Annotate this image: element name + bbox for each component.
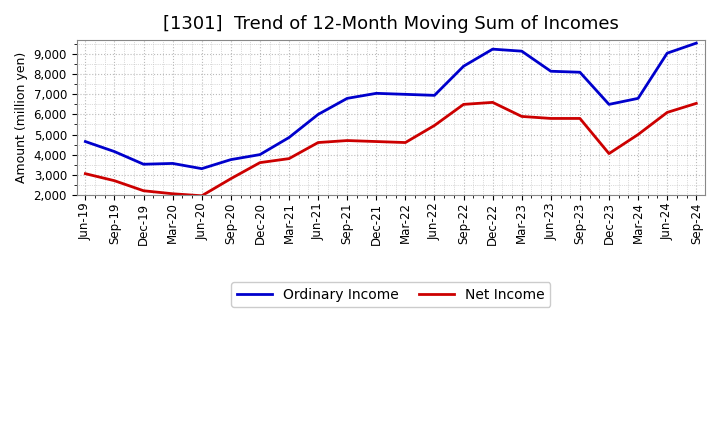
Net Income bbox=[430, 123, 438, 128]
Y-axis label: Amount (million yen): Amount (million yen) bbox=[15, 52, 28, 183]
Ordinary Income bbox=[227, 157, 235, 162]
Line: Ordinary Income: Ordinary Income bbox=[86, 43, 696, 169]
Ordinary Income bbox=[314, 112, 323, 117]
Ordinary Income bbox=[459, 64, 468, 69]
Line: Net Income: Net Income bbox=[86, 103, 696, 196]
Title: [1301]  Trend of 12-Month Moving Sum of Incomes: [1301] Trend of 12-Month Moving Sum of I… bbox=[163, 15, 618, 33]
Ordinary Income bbox=[110, 149, 119, 154]
Ordinary Income bbox=[692, 40, 701, 46]
Ordinary Income bbox=[575, 70, 584, 75]
Net Income bbox=[227, 176, 235, 181]
Ordinary Income bbox=[372, 91, 381, 96]
Ordinary Income bbox=[168, 161, 177, 166]
Ordinary Income bbox=[488, 47, 497, 52]
Net Income bbox=[692, 101, 701, 106]
Ordinary Income bbox=[546, 69, 555, 74]
Ordinary Income bbox=[284, 135, 293, 140]
Net Income bbox=[605, 151, 613, 156]
Net Income bbox=[81, 171, 90, 176]
Net Income bbox=[401, 140, 410, 145]
Ordinary Income bbox=[430, 93, 438, 98]
Net Income bbox=[284, 156, 293, 161]
Ordinary Income bbox=[139, 161, 148, 167]
Net Income bbox=[546, 116, 555, 121]
Legend: Ordinary Income, Net Income: Ordinary Income, Net Income bbox=[231, 282, 550, 307]
Net Income bbox=[634, 132, 642, 137]
Ordinary Income bbox=[518, 48, 526, 54]
Net Income bbox=[139, 188, 148, 194]
Net Income bbox=[459, 102, 468, 107]
Net Income bbox=[372, 139, 381, 144]
Ordinary Income bbox=[256, 152, 264, 157]
Net Income bbox=[518, 114, 526, 119]
Ordinary Income bbox=[197, 166, 206, 171]
Ordinary Income bbox=[343, 96, 351, 101]
Net Income bbox=[488, 100, 497, 105]
Net Income bbox=[256, 160, 264, 165]
Net Income bbox=[314, 140, 323, 145]
Ordinary Income bbox=[605, 102, 613, 107]
Net Income bbox=[197, 193, 206, 198]
Net Income bbox=[663, 110, 672, 115]
Ordinary Income bbox=[663, 51, 672, 56]
Ordinary Income bbox=[401, 92, 410, 97]
Net Income bbox=[168, 191, 177, 196]
Ordinary Income bbox=[81, 139, 90, 144]
Net Income bbox=[575, 116, 584, 121]
Net Income bbox=[343, 138, 351, 143]
Ordinary Income bbox=[634, 96, 642, 101]
Net Income bbox=[110, 178, 119, 183]
